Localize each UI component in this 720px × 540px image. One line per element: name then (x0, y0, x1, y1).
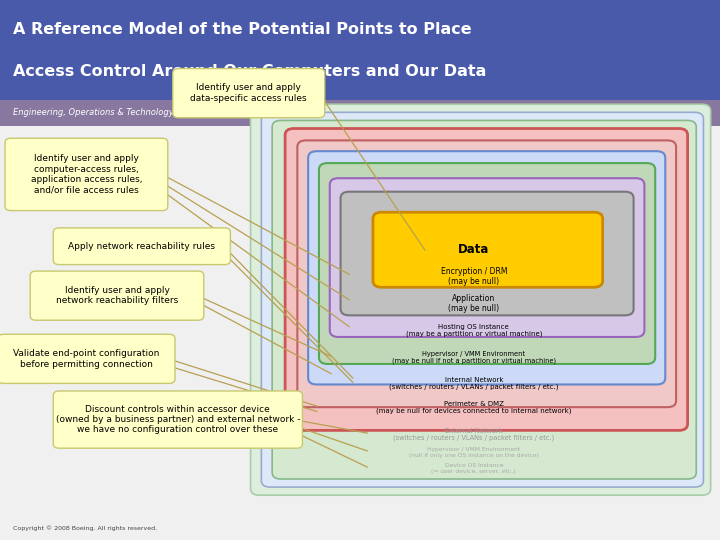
FancyBboxPatch shape (341, 192, 634, 315)
FancyBboxPatch shape (30, 271, 204, 320)
Text: Identify user and apply
data-specific access rules: Identify user and apply data-specific ac… (191, 84, 307, 103)
FancyBboxPatch shape (272, 120, 696, 479)
Text: External Network
(switches / routers / VLANs / packet filters / etc.): External Network (switches / routers / V… (393, 428, 554, 442)
FancyBboxPatch shape (53, 228, 230, 265)
Text: Identify user and apply
network reachability filters: Identify user and apply network reachabi… (56, 286, 178, 305)
FancyBboxPatch shape (373, 212, 603, 287)
Text: Perimeter & DMZ
(may be null for devices connected to internal network): Perimeter & DMZ (may be null for devices… (376, 401, 572, 415)
Text: Validate end-point configuration
before permitting connection: Validate end-point configuration before … (13, 349, 160, 368)
FancyBboxPatch shape (251, 104, 711, 495)
FancyBboxPatch shape (297, 140, 676, 407)
FancyBboxPatch shape (0, 334, 175, 383)
FancyBboxPatch shape (308, 151, 665, 384)
FancyBboxPatch shape (330, 178, 644, 337)
FancyBboxPatch shape (261, 112, 703, 487)
Text: Hypervisor / VMM Environment
(may be null if not a partition or virtual machine): Hypervisor / VMM Environment (may be nul… (392, 351, 556, 364)
Text: Discount controls within accessor device
(owned by a business partner) and exter: Discount controls within accessor device… (55, 404, 300, 435)
FancyBboxPatch shape (173, 69, 325, 118)
Text: Access Control Around Our Computers and Our Data: Access Control Around Our Computers and … (13, 64, 486, 79)
Text: Hypervisor / VMM Environment
(null if only one OS instance on the device): Hypervisor / VMM Environment (null if on… (409, 447, 539, 458)
Text: Apply network reachability rules: Apply network reachability rules (68, 242, 215, 251)
Text: Internal Network
(switches / routers / VLANs / packet filters / etc.): Internal Network (switches / routers / V… (389, 377, 559, 390)
Text: Engineering, Operations & Technology | Information Technology: Engineering, Operations & Technology | I… (13, 109, 281, 117)
Text: Computing & Network Operations: Computing & Network Operations (565, 109, 707, 117)
FancyBboxPatch shape (53, 391, 302, 448)
Bar (0, 100, 720, 126)
Text: Encryption / DRM
(may be null): Encryption / DRM (may be null) (441, 267, 507, 286)
Text: Hosting OS Instance
(may be a partition or virtual machine): Hosting OS Instance (may be a partition … (405, 323, 542, 337)
Text: A Reference Model of the Potential Points to Place: A Reference Model of the Potential Point… (13, 23, 472, 37)
Bar (0, 0, 720, 100)
Text: Data: Data (458, 243, 490, 256)
FancyBboxPatch shape (319, 163, 655, 364)
FancyBboxPatch shape (5, 138, 168, 211)
FancyBboxPatch shape (285, 129, 688, 430)
Text: Application
(may be null): Application (may be null) (448, 294, 500, 313)
Text: Copyright © 2008 Boeing. All rights reserved.: Copyright © 2008 Boeing. All rights rese… (13, 525, 157, 531)
Text: Device OS Instance
(= user device, server, etc.): Device OS Instance (= user device, serve… (431, 463, 516, 474)
Text: Identify user and apply
computer-access rules,
application access rules,
and/or : Identify user and apply computer-access … (31, 154, 142, 194)
